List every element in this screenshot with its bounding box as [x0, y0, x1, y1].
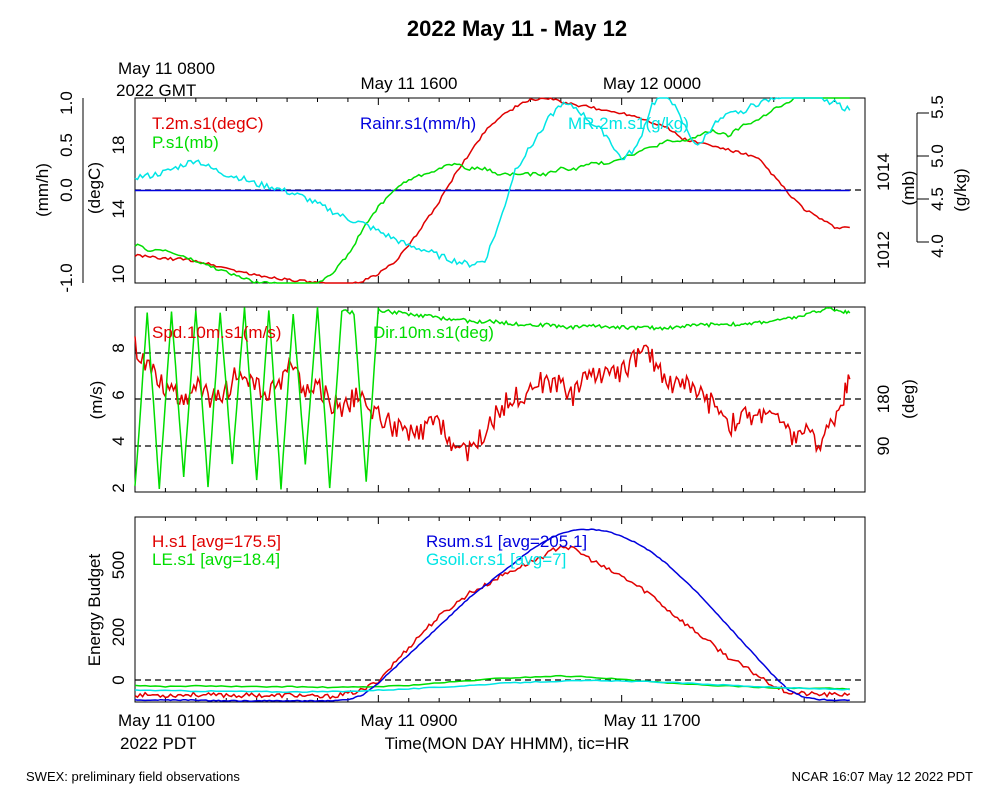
- legend-wind-speed: Spd.10m.s1(m/s): [152, 323, 281, 342]
- rain-tick-1.0: 1.0: [57, 91, 76, 115]
- temp-tick-14: 14: [109, 200, 128, 219]
- energy-tick-0: 0: [109, 675, 128, 684]
- energy-tick-200: 200: [109, 618, 128, 646]
- temp-axis-label: (degC): [85, 162, 104, 214]
- top-axis-label-1-line1: May 11 0800: [118, 59, 215, 78]
- energy-tick-500: 500: [109, 551, 128, 579]
- series-line-dir-10m-s1: [134, 306, 851, 490]
- spd-tick-8: 8: [109, 343, 128, 352]
- energy-axis-label: Energy Budget: [85, 553, 104, 666]
- energy-panel: 500 200 0 Energy Budget H.s1 [avg=175.5]…: [85, 516, 866, 703]
- top-axis-label-1-line2: 2022 GMT: [116, 81, 196, 100]
- state-panel: 1.0 0.5 0.0 -1.0 (mm/h) 18 14 10 (degC) …: [33, 91, 970, 292]
- legend-wind-direction: Dir.10m.s1(deg): [373, 323, 494, 342]
- legend-rain-rate: Rainr.s1(mm/h): [360, 114, 476, 133]
- mr-tick-5.5: 5.5: [928, 95, 947, 119]
- wind-panel: 8 6 4 2 (m/s) 180 90 (deg) Spd.10m.s1(m/…: [87, 306, 918, 493]
- series-line-mr-2m-s1: [134, 97, 851, 269]
- spd-tick-6: 6: [109, 390, 128, 399]
- dir-tick-90: 90: [874, 437, 893, 456]
- rain-axis-label: (mm/h): [33, 163, 52, 217]
- legend-mixing-ratio: MR.2m.s1(g/kg): [568, 114, 689, 133]
- series-line-rsum-s1: [134, 528, 850, 703]
- legend-latent-heat: LE.s1 [avg=18.4]: [152, 550, 280, 569]
- temp-tick-18: 18: [109, 136, 128, 155]
- legend-pressure: P.s1(mb): [152, 133, 219, 152]
- spd-tick-4: 4: [109, 436, 128, 445]
- spd-tick-2: 2: [109, 483, 128, 492]
- chart-title: 2022 May 11 - May 12: [407, 16, 627, 41]
- top-axis-label-2: May 11 1600: [360, 74, 457, 93]
- dir-tick-180: 180: [874, 385, 893, 413]
- bottom-axis-label-1-line2: 2022 PDT: [120, 734, 197, 753]
- legend-temperature: T.2m.s1(degC): [152, 114, 263, 133]
- bottom-axis-label-3: May 11 1700: [603, 711, 700, 730]
- pres-tick-1012: 1012: [874, 231, 893, 269]
- bottom-axis-label-1-line1: May 11 0100: [118, 711, 215, 730]
- rain-tick-0.5: 0.5: [57, 133, 76, 157]
- mr-tick-5.0: 5.0: [928, 144, 947, 168]
- mr-tick-4.0: 4.0: [928, 234, 947, 258]
- top-axis-label-3: May 12 0000: [603, 74, 701, 93]
- series-line-gsoil-cr-s1: [134, 679, 850, 694]
- footer-left: SWEX: preliminary field observations: [26, 769, 240, 784]
- legend-sensible-heat: H.s1 [avg=175.5]: [152, 532, 281, 551]
- temp-tick-10: 10: [109, 265, 128, 284]
- series-line-spd-10m-s1: [134, 336, 851, 462]
- pres-tick-1014: 1014: [874, 153, 893, 191]
- footer-right: NCAR 16:07 May 12 2022 PDT: [792, 769, 973, 784]
- legend-soil-heat-flux: Gsoil.cr.s1 [avg=7]: [426, 550, 566, 569]
- rain-tick--1.0: -1.0: [57, 263, 76, 292]
- bottom-axis-label-2: May 11 0900: [360, 711, 457, 730]
- pres-axis-label: (mb): [899, 171, 918, 206]
- rain-tick-0.0: 0.0: [57, 178, 76, 202]
- spd-axis-label: (m/s): [87, 381, 106, 420]
- legend-net-radiation: Rsum.s1 [avg=205.1]: [426, 532, 587, 551]
- series-line-p-s1: [134, 97, 850, 284]
- series-line-t-2m-s1: [134, 97, 850, 284]
- x-axis-title: Time(MON DAY HHMM), tic=HR: [385, 734, 630, 753]
- mr-tick-4.5: 4.5: [928, 187, 947, 211]
- dir-axis-label: (deg): [899, 379, 918, 419]
- mr-axis-label: (g/kg): [951, 168, 970, 211]
